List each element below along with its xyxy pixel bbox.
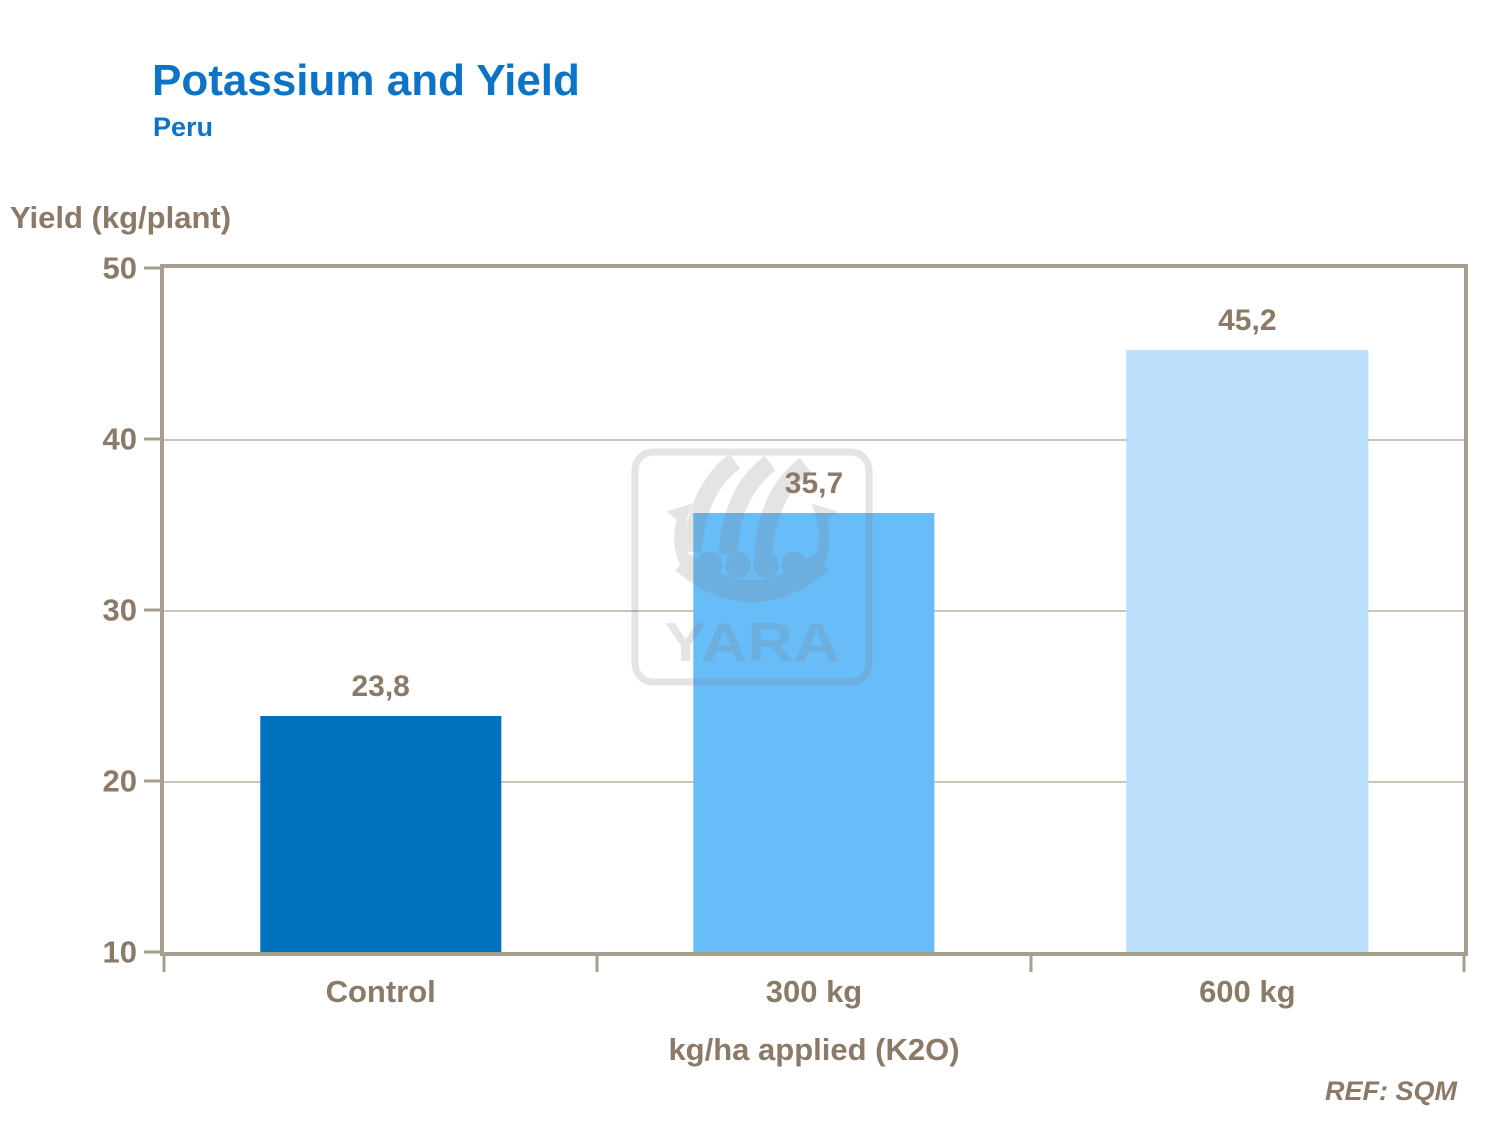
x-tick-label-300kg: 300 kg <box>765 974 863 1009</box>
x-tick-mark <box>1029 955 1033 972</box>
plot-area: 50 40 30 20 10 23,8 35,7 45,2 Control <box>103 253 1468 1009</box>
x-tick-label-control: Control <box>325 974 436 1009</box>
bar-600kg[interactable] <box>1126 350 1368 952</box>
bar-value-label: 35,7 <box>784 466 844 500</box>
y-tick-mark <box>144 779 161 783</box>
y-tick-mark <box>144 266 161 270</box>
y-axis-title: Yield (kg/plant) <box>10 200 232 235</box>
y-tick-label: 40 <box>102 421 137 457</box>
bar-value-label: 23,8 <box>351 670 410 704</box>
y-tick-label: 10 <box>102 934 137 970</box>
y-tick-label: 20 <box>102 763 137 799</box>
reference-note: REF: SQM <box>1325 1076 1457 1106</box>
x-tick-label-600kg: 600 kg <box>1199 974 1296 1009</box>
y-tick-mark <box>144 950 161 954</box>
bar-300kg[interactable] <box>693 512 935 952</box>
y-tick-mark <box>144 437 161 441</box>
y-tick-label: 30 <box>102 592 137 628</box>
gridline-40 <box>164 439 1464 441</box>
chart-subtitle: Peru <box>153 112 214 142</box>
bar-control[interactable] <box>259 716 502 952</box>
bar-column-600kg: 45,2 <box>1031 268 1464 952</box>
bar-column-control: 23,8 <box>164 268 597 952</box>
x-tick-mark <box>595 955 599 972</box>
x-tick-mark <box>1462 955 1466 972</box>
x-tick-mark <box>162 955 166 972</box>
bar-value-label: 45,2 <box>1218 304 1277 338</box>
y-tick-mark <box>144 608 161 612</box>
chart-title: Potassium and Yield <box>152 56 580 105</box>
bar-column-300kg: 35,7 <box>597 268 1030 952</box>
x-axis-title: kg/ha applied (K2O) <box>668 1032 960 1067</box>
y-tick-label: 50 <box>102 250 137 286</box>
